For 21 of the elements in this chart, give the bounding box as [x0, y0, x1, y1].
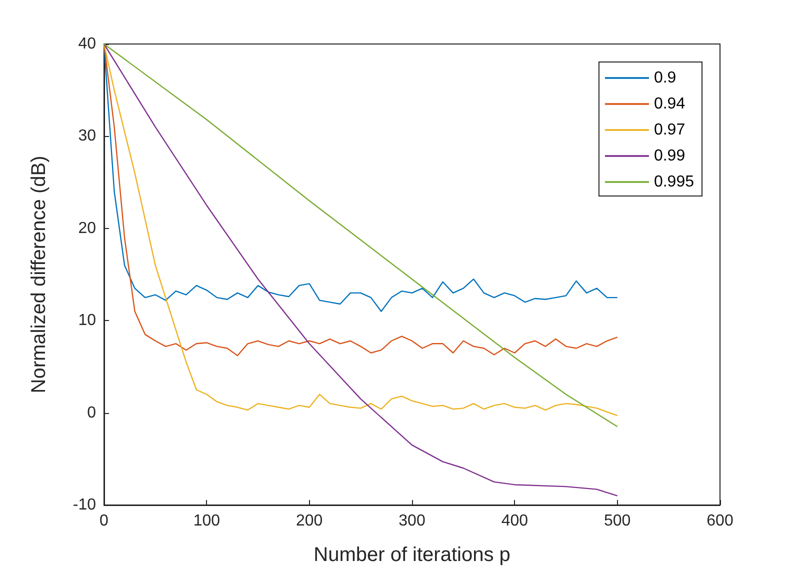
legend-label: 0.9 — [654, 70, 676, 86]
x-tick-label: 0 — [100, 512, 109, 530]
line-series — [103, 43, 618, 496]
y-tick-label: 10 — [78, 312, 96, 330]
x-tick-label: 400 — [501, 512, 528, 530]
y-tick-label: 40 — [78, 36, 96, 52]
y-tick-label: 0 — [87, 404, 96, 422]
y-axis-title: Normalized difference (dB) — [28, 156, 50, 394]
x-tick-label: 300 — [398, 512, 426, 530]
legend-label: 0.94 — [654, 96, 686, 112]
legend-label: 0.97 — [654, 122, 686, 138]
legend-label: 0.995 — [654, 174, 694, 190]
x-tick-label: 100 — [193, 512, 220, 530]
x-tick-label: 200 — [296, 512, 323, 530]
x-tick-label: 600 — [706, 512, 734, 530]
x-tick-label: 500 — [604, 512, 631, 530]
y-tick-label: 30 — [78, 128, 96, 145]
x-axis-title: Number of iterations p — [314, 544, 510, 566]
y-tick-label: 20 — [78, 220, 96, 237]
y-tick-label: -10 — [72, 496, 96, 514]
legend-label: 0.99 — [654, 148, 686, 164]
